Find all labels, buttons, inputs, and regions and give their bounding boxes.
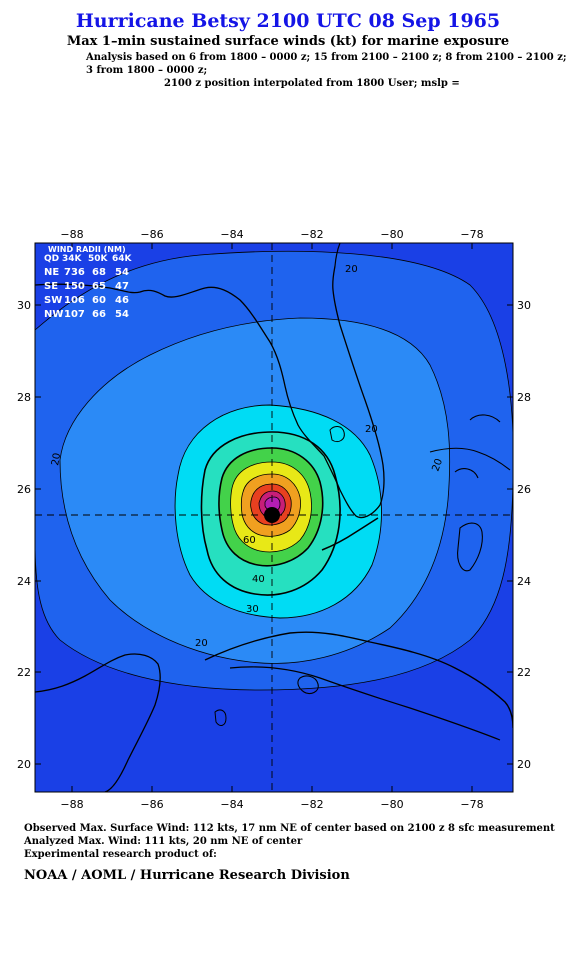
map-subtitle: Max 1–min sustained surface winds (kt) f…	[66, 34, 510, 49]
wind-radii-row: NE 736 68 54	[44, 267, 129, 278]
contour-label: 20	[345, 264, 358, 275]
footer-observed-wind: Observed Max. Surface Wind: 112 kts, 17 …	[24, 823, 555, 834]
footer-analyzed-wind: Analyzed Max. Wind: 111 kts, 20 nm NE of…	[24, 836, 303, 847]
lon-tick-label: −82	[300, 228, 323, 241]
lat-tick-label: 28	[517, 391, 531, 404]
lat-tick-label: 24	[517, 575, 531, 588]
lon-tick-label: −82	[300, 798, 323, 811]
florida-keys	[321, 517, 379, 551]
lat-tick-label: 20	[517, 758, 531, 771]
contour-label: 20	[430, 457, 445, 473]
wind-radii-header: QD 34K 50K 64K	[44, 254, 133, 264]
contour-label: 20	[195, 638, 208, 649]
map-plot-area	[35, 243, 513, 792]
lat-tick-label: 20	[17, 758, 31, 771]
cuba	[204, 631, 513, 729]
wind-radii-table: WIND RADII (NM) QD 34K 50K 64K NE 736 68 54 SE…	[44, 245, 133, 320]
lon-tick-label: −80	[380, 798, 403, 811]
lat-tick-label: 28	[17, 391, 31, 404]
footer-organization: NOAA / AOML / Hurricane Research Divisio…	[24, 868, 350, 883]
wind-radii-row: NW107 66 54	[44, 309, 129, 320]
contour-label: 30	[246, 604, 259, 615]
footer-product-note: Experimental research product of:	[24, 849, 217, 860]
lon-tick-label: −84	[220, 798, 243, 811]
wind-radii-row: SE 150 65 47	[44, 281, 129, 292]
lon-tick-label: −88	[60, 228, 83, 241]
bahamas-andros	[457, 522, 483, 572]
lat-tick-label: 22	[517, 666, 531, 679]
lat-tick-label: 26	[517, 483, 531, 496]
analysis-line-3: 2100 z position interpolated from 1800 U…	[164, 78, 460, 89]
analysis-line-2: 3 from 1800 – 0000 z;	[86, 65, 208, 76]
lon-tick-label: −86	[140, 798, 163, 811]
isle-of-youth	[297, 675, 319, 695]
contour-label: 40	[252, 574, 265, 585]
lon-tick-label: −88	[60, 798, 83, 811]
lon-tick-label: −78	[460, 798, 483, 811]
lon-tick-label: −78	[460, 228, 483, 241]
contour-label: 20	[365, 424, 378, 435]
contour-label: 60	[243, 535, 256, 546]
lat-tick-label: 22	[17, 666, 31, 679]
yucatan-peninsula	[35, 653, 161, 792]
bahamas-northern	[429, 414, 511, 479]
lat-tick-label: 24	[17, 575, 31, 588]
wind-radii-row: SW 106 60 46	[44, 295, 129, 306]
cuba-south-coast	[229, 666, 501, 741]
lake-okeechobee	[329, 426, 345, 443]
axis-ticks	[35, 243, 513, 792]
storm-eye	[264, 507, 280, 523]
contour-label: 20	[50, 452, 63, 466]
lat-tick-label: 30	[517, 299, 531, 312]
map-frame	[34, 242, 514, 793]
lat-tick-label: 30	[17, 299, 31, 312]
lon-tick-label: −84	[220, 228, 243, 241]
cozumel-island	[214, 709, 227, 726]
atlantic-coast	[334, 243, 341, 267]
wind-radii-title: WIND RADII (NM)	[48, 245, 126, 254]
gulf-coast-and-florida	[35, 265, 385, 519]
lon-tick-label: −86	[140, 228, 163, 241]
lat-tick-label: 26	[17, 483, 31, 496]
map-title: Hurricane Betsy 2100 UTC 08 Sep 1965	[75, 10, 501, 32]
analysis-line-1: Analysis based on 6 from 1800 – 0000 z; …	[86, 52, 567, 63]
lon-tick-label: −80	[380, 228, 403, 241]
